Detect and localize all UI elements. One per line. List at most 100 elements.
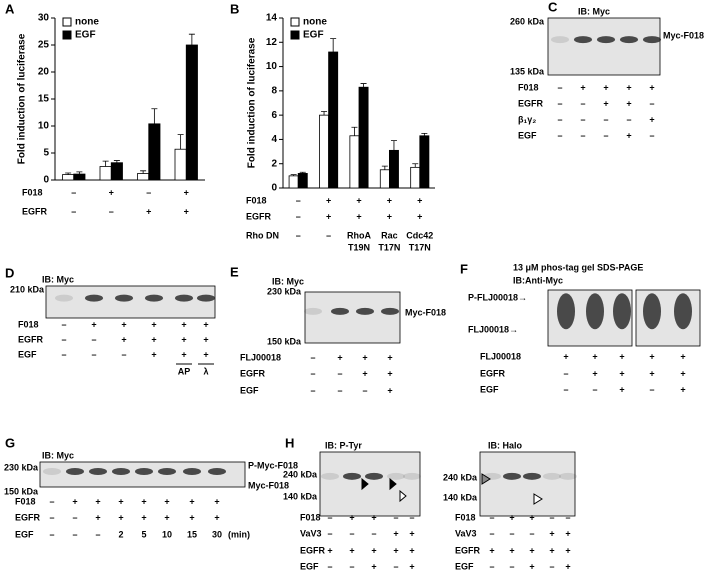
condition-cell: + [619, 384, 624, 394]
band [145, 294, 163, 302]
condition-cell: λ [203, 366, 208, 376]
size-marker: 230 kDa [267, 286, 302, 296]
error-bar [360, 83, 367, 88]
condition-cell: + [603, 98, 608, 108]
bar [419, 135, 430, 189]
condition-cell: – [61, 334, 66, 344]
condition-label: EGFR [480, 368, 506, 378]
error-bar [102, 160, 109, 167]
band [597, 36, 615, 44]
error-bar [330, 38, 337, 52]
condition-cell: – [409, 512, 414, 522]
condition-label: EGFR [22, 206, 48, 216]
legend-label: none [75, 17, 99, 28]
condition-cell: – [327, 528, 332, 538]
condition-cell: + [549, 545, 554, 555]
y-tick-label: 30 [38, 13, 50, 24]
y-tick-label: 8 [271, 85, 277, 96]
band [331, 307, 349, 315]
bar [73, 173, 86, 181]
bar [349, 135, 360, 189]
condition-cell: + [121, 319, 126, 329]
y-tick-label: 25 [38, 40, 50, 51]
condition-cell: + [580, 82, 585, 92]
bar [379, 169, 390, 189]
condition-label: EGFR [18, 334, 44, 344]
condition-label: F018 [518, 82, 539, 92]
condition-label: F018 [455, 512, 476, 522]
band-label: FLJ00018→ [468, 324, 518, 334]
condition-cell: 15 [187, 529, 197, 539]
condition-cell: + [371, 545, 376, 555]
band [503, 472, 521, 480]
condition-cell: – [327, 561, 332, 571]
condition-cell: + [181, 334, 186, 344]
blot [547, 17, 661, 76]
condition-cell: + [189, 512, 194, 522]
band [66, 468, 84, 475]
band [387, 472, 405, 480]
condition-cell: + [184, 187, 189, 197]
y-tick-label: 2 [271, 158, 277, 169]
band [175, 294, 193, 302]
condition-cell: – [91, 349, 96, 359]
bar [410, 166, 421, 189]
condition-cell: + [387, 352, 392, 362]
condition-cell: 2 [118, 529, 123, 539]
bar [62, 174, 75, 181]
condition-cell: – [509, 561, 514, 571]
condition-cell: – [327, 512, 332, 522]
error-bar [177, 134, 184, 150]
band [112, 468, 130, 475]
condition-cell: + [356, 211, 361, 221]
condition-label: EGFR [240, 368, 266, 378]
condition-cell: – [489, 561, 494, 571]
condition-cell: – [603, 114, 608, 124]
condition-cell: + [326, 195, 331, 205]
panel-letter: C [548, 0, 558, 14]
condition-cell: + [214, 496, 219, 506]
band-label: P-FLJ00018→ [468, 292, 527, 302]
panel-letter: F [460, 261, 468, 276]
condition-cell: + [337, 352, 342, 362]
error-bar [140, 170, 147, 174]
condition-cell: + [680, 368, 685, 378]
condition-cell: – [529, 528, 534, 538]
legend-swatch [62, 17, 72, 27]
condition-cell: – [71, 206, 76, 216]
condition-cell: – [557, 98, 562, 108]
bar [99, 166, 112, 181]
error-bar [412, 163, 419, 168]
condition-cell: + [326, 211, 331, 221]
condition-cell: + [164, 496, 169, 506]
size-marker: 135 kDa [510, 66, 545, 76]
condition-cell: – [296, 230, 301, 240]
panel-letter: B [230, 1, 239, 16]
condition-cell: + [409, 528, 414, 538]
unit-label: (min) [228, 529, 250, 539]
band [85, 294, 103, 302]
band [620, 36, 638, 44]
panel-letter: D [5, 265, 14, 280]
size-marker: 140 kDa [283, 491, 318, 501]
condition-cell: – [580, 130, 585, 140]
condition-cell: – [626, 114, 631, 124]
condition-cell: – [310, 368, 315, 378]
condition-cell: – [61, 319, 66, 329]
condition-cell: – [563, 368, 568, 378]
y-tick-label: 0 [271, 183, 277, 194]
band [115, 294, 133, 302]
y-tick-label: 10 [38, 121, 50, 132]
condition-cell: – [146, 187, 151, 197]
bar [358, 86, 369, 189]
band [586, 293, 604, 330]
condition-label: F018 [22, 187, 43, 197]
band [208, 468, 226, 475]
condition-label: EGF [455, 561, 474, 571]
condition-cell: + [95, 496, 100, 506]
error-bar [421, 132, 428, 136]
arrowhead [361, 477, 369, 491]
blot-title: IB:Anti-Myc [513, 275, 563, 285]
condition-cell: – [557, 114, 562, 124]
condition-cell: – [49, 496, 54, 506]
